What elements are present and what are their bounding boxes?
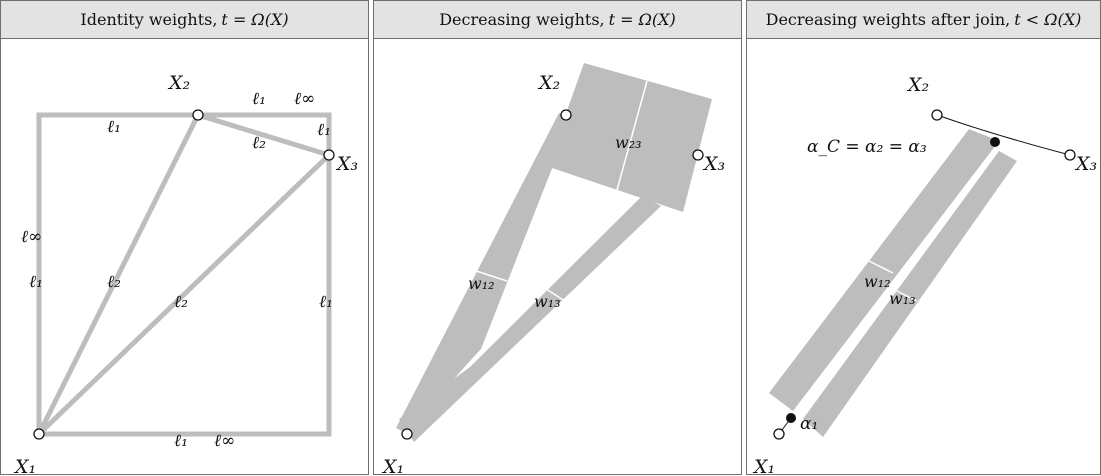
edge-label: ℓ₁ xyxy=(319,292,333,312)
panel-2-title-text: Decreasing weights, xyxy=(439,10,605,29)
edge-label: ℓ₁ xyxy=(317,120,331,140)
path-x1-x3-l1-linf xyxy=(36,152,332,437)
path-x1-x2-l1-linf xyxy=(36,112,201,437)
edge-label: ℓ∞ xyxy=(294,89,315,109)
alpha-label-join: α_C = α₂ = α₃ xyxy=(807,137,927,157)
point-alpha-join xyxy=(990,137,1000,147)
weight-label-w13: w₁₃ xyxy=(534,292,561,311)
label-x2: X₂ xyxy=(537,72,560,94)
weight-label-w13: w₁₃ xyxy=(889,289,916,308)
point-x2 xyxy=(192,109,204,121)
alpha-label-1: α₁ xyxy=(800,414,818,434)
point-x2 xyxy=(931,109,943,121)
label-x2: X₂ xyxy=(167,72,190,94)
panel-3-title-math: t < Ω(X) xyxy=(1014,10,1082,29)
edge-label: ℓ₂ xyxy=(252,133,266,153)
weight-label-w12: w₁₂ xyxy=(468,274,495,293)
band-w13-divider xyxy=(542,286,569,304)
label-x1: X₁ xyxy=(381,456,404,475)
label-x3: X₃ xyxy=(1074,153,1097,175)
edge-label: ℓ∞ xyxy=(21,227,42,247)
point-x1 xyxy=(773,428,785,440)
path-x1-x3-l2 xyxy=(35,151,333,438)
edge-label: ℓ₁ xyxy=(174,431,188,451)
band-w13 xyxy=(803,151,1017,437)
panel-2-title: Decreasing weights, t = Ω(X) xyxy=(374,1,741,39)
edge-label: ℓ₂ xyxy=(107,272,121,292)
panel-2-diagram: X₁ X₂ X₃ w₁₂ w₁₃ w₂₃ xyxy=(381,63,725,475)
panel-3-title: Decreasing weights after join, t < Ω(X) xyxy=(747,1,1100,39)
point-x3 xyxy=(323,149,335,161)
band-w13-divider xyxy=(896,290,918,302)
edge-label: ℓ₁ xyxy=(252,89,266,109)
panel-1-diagram: X₁ X₂ X₃ ℓ₁ ℓ₁ ℓ∞ ℓ₂ ℓ₁ ℓ∞ ℓ₁ ℓ₂ ℓ₂ ℓ₁ ℓ… xyxy=(13,72,358,475)
edge-label: ℓ₂ xyxy=(174,292,188,312)
point-x3 xyxy=(1064,149,1076,161)
connector-x2-x3 xyxy=(936,114,1071,156)
label-x1: X₁ xyxy=(13,456,36,475)
band-w23-divider xyxy=(616,80,648,191)
point-x1 xyxy=(401,428,413,440)
label-x3: X₃ xyxy=(702,153,725,175)
edge-label: ℓ₁ xyxy=(29,272,43,292)
panel-1-title-math: t = Ω(X) xyxy=(221,10,289,29)
label-x2: X₂ xyxy=(906,74,929,96)
panel-3-diagram: X₁ X₂ X₃ w₁₂ w₁₃ α₁ α_C = α₂ = α₃ xyxy=(752,74,1097,475)
panel-1-title-text: Identity weights, xyxy=(80,10,218,29)
point-x1 xyxy=(33,428,45,440)
panel-identity-weights: Identity weights, t = Ω(X) X₁ X₂ X₃ ℓ₁ ℓ… xyxy=(0,0,369,475)
point-x3 xyxy=(692,149,704,161)
point-alpha1 xyxy=(786,413,796,423)
band-w12-divider xyxy=(469,268,508,282)
weight-label-w12: w₁₂ xyxy=(864,272,891,291)
edge-label: ℓ∞ xyxy=(214,431,235,451)
panel-2-title-math: t = Ω(X) xyxy=(608,10,676,29)
panel-1-title: Identity weights, t = Ω(X) xyxy=(1,1,368,39)
panel-3-title-text: Decreasing weights after join, xyxy=(765,10,1011,29)
edge-label: ℓ₁ xyxy=(107,117,121,137)
path-x2-x3-l2 xyxy=(194,111,333,159)
path-x1-x2-l2 xyxy=(35,111,202,438)
label-x1: X₁ xyxy=(752,456,775,475)
band-w13 xyxy=(399,196,661,442)
weight-label-w23: w₂₃ xyxy=(615,133,642,152)
band-w12-divider xyxy=(868,260,894,274)
panel-decreasing-weights-after-join: Decreasing weights after join, t < Ω(X) … xyxy=(746,0,1101,475)
point-x2 xyxy=(560,109,572,121)
path-x2-x3-l1-linf xyxy=(195,112,332,158)
band-w12 xyxy=(769,129,999,411)
panel-decreasing-weights: Decreasing weights, t = Ω(X) X₁ X₂ X₃ w₁… xyxy=(373,0,742,475)
label-x3: X₃ xyxy=(335,153,358,175)
